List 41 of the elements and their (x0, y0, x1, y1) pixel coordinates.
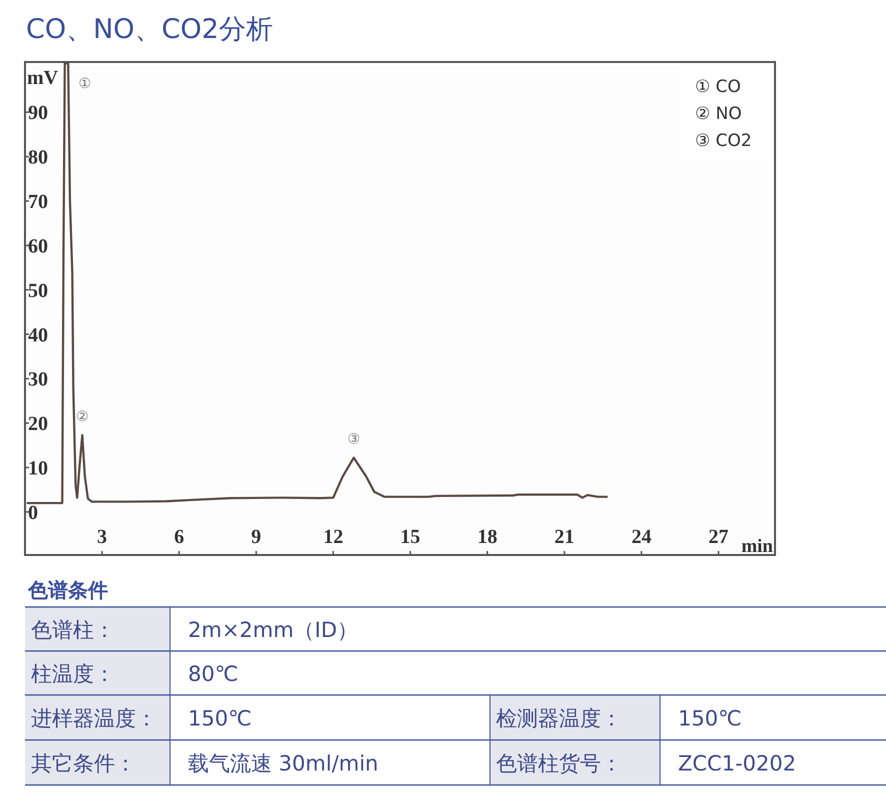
y-tick-label: 80 (28, 146, 48, 169)
x-tick-label: 21 (554, 526, 574, 548)
text: 2m×2mm（ID） (188, 618, 358, 642)
annotation: ② (76, 409, 89, 426)
x-tick-label: 6 (174, 526, 184, 548)
y-tick-label: 70 (28, 191, 48, 214)
text: 进样器温度： (31, 706, 157, 730)
annotation: ① (78, 76, 92, 92)
y-tick-label: 50 (28, 280, 48, 302)
chart-title: CO、NO、CO2分析 (26, 14, 273, 45)
text: 150℃ (188, 706, 252, 730)
x-tick-label: 9 (251, 526, 262, 548)
y-tick-label: 30 (28, 368, 48, 391)
x-tick-label: 18 (477, 526, 498, 548)
y-tick-label: 0 (28, 502, 38, 524)
y-tick-label: 40 (28, 324, 48, 346)
x-tick-label: 27 (708, 526, 728, 548)
text: 其它条件： (31, 752, 136, 776)
x-tick-label: 24 (631, 526, 652, 548)
annotation: ③ (347, 432, 360, 448)
y-tick-label: 20 (28, 413, 48, 436)
y-tick-label: 60 (28, 235, 48, 258)
x-axis-title: min (741, 536, 774, 557)
text: 色谱柱货号： (496, 752, 622, 776)
text: 载气流速 30ml/min (188, 752, 378, 776)
x-tick-label: 15 (400, 526, 420, 548)
text: 色谱条件 (27, 578, 108, 602)
x-tick-label: 12 (323, 526, 344, 548)
y-tick-label: 90 (28, 102, 48, 124)
y-tick-label: 10 (28, 458, 48, 480)
text: 150℃ (678, 706, 742, 730)
text: ZCC1-0202 (678, 752, 796, 776)
text: 柱温度： (31, 662, 115, 686)
annotation: ① CO (695, 77, 741, 97)
annotation: ③ CO2 (695, 131, 752, 151)
x-tick-label: 3 (97, 526, 108, 548)
y-axis-title: mV (27, 67, 59, 89)
annotation: ② NO (695, 104, 742, 124)
text: 检测器温度： (496, 706, 622, 730)
text: 色谱柱： (31, 618, 115, 642)
text: 80℃ (188, 662, 238, 686)
